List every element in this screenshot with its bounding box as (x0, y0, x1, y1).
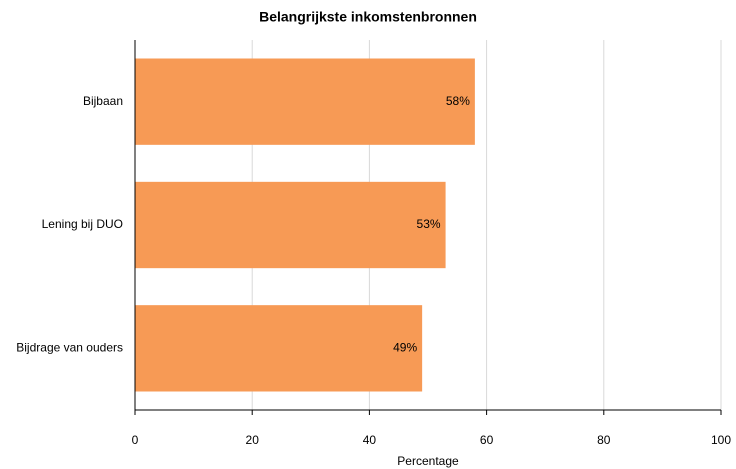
x-tick-label: 100 (711, 433, 731, 447)
y-tick-label: Bijdrage van ouders (16, 341, 123, 355)
y-tick-label: Bijbaan (83, 94, 123, 108)
value-label: 49% (393, 341, 417, 355)
bar (135, 181, 446, 269)
chart-title: Belangrijkste inkomstenbronnen (259, 9, 477, 25)
x-tick-label: 80 (597, 433, 611, 447)
value-label: 53% (417, 217, 441, 231)
bar (135, 58, 475, 145)
x-tick-label: 60 (480, 433, 494, 447)
bar (135, 305, 423, 392)
x-tick-label: 0 (132, 433, 139, 447)
value-label: 58% (446, 94, 470, 108)
x-tick-label: 40 (363, 433, 377, 447)
x-tick-label: 20 (246, 433, 260, 447)
y-tick-label: Lening bij DUO (42, 217, 123, 231)
x-axis-label: Percentage (397, 454, 459, 468)
